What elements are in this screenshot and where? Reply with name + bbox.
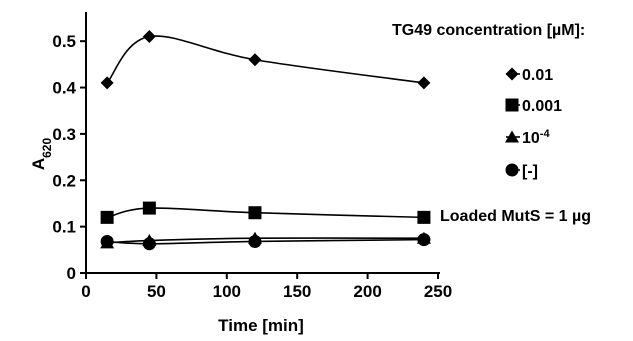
x-tick-label: 150	[283, 282, 311, 301]
y-tick-label: 0.5	[52, 32, 76, 51]
legend-item: [-]	[505, 163, 538, 180]
x-tick-label: 250	[424, 282, 452, 301]
legend-marker-circle	[505, 163, 519, 177]
y-axis-title-subscript: 620	[40, 138, 54, 158]
y-tick-label: 0.3	[52, 125, 76, 144]
legend-marker-diamond	[505, 67, 519, 81]
data-point-circle	[248, 234, 262, 248]
series-line	[107, 237, 424, 244]
series-line	[107, 238, 424, 245]
annotation-loaded-muts: Loaded MutS = 1 µg	[440, 208, 591, 225]
data-point-square	[100, 210, 114, 224]
legend-item: 0.001	[505, 98, 562, 115]
x-tick-label: 100	[213, 282, 241, 301]
legend-title: TG49 concentration [µM]:	[392, 22, 585, 39]
y-tick-label: 0.1	[52, 218, 76, 237]
legend-item: 10-4	[505, 128, 550, 147]
data-point-circle	[142, 237, 156, 251]
data-point-diamond	[100, 76, 114, 90]
x-tick-label: 0	[81, 282, 90, 301]
data-point-square	[142, 201, 156, 215]
legend: 0.01 0.001 10-4 [-]	[505, 67, 562, 180]
data-point-circle	[417, 233, 431, 247]
legend-label: 10-4	[522, 128, 550, 147]
y-tick-label: 0.2	[52, 171, 76, 190]
x-tick-label: 200	[353, 282, 381, 301]
legend-item: 0.01	[505, 67, 553, 84]
data-point-diamond	[417, 76, 431, 90]
legend-marker-triangle	[505, 130, 519, 143]
y-axis-title-main: A	[29, 158, 48, 170]
legend-marker-square	[505, 98, 519, 112]
series-line	[106, 207, 424, 219]
data-point-diamond	[142, 30, 156, 44]
legend-label: [-]	[522, 163, 538, 180]
y-axis-title: A620	[29, 138, 54, 171]
y-tick-label: 0	[67, 264, 76, 283]
x-axis-title: Time [min]	[218, 316, 304, 335]
series-layer	[100, 30, 431, 251]
series-line	[106, 35, 425, 84]
axes: 0 50 100 150 200 250 0 0.1 0.2 0.3 0.4 0.5	[52, 12, 452, 301]
data-point-square	[417, 210, 431, 224]
data-point-diamond	[248, 53, 262, 67]
series-square	[100, 201, 431, 224]
data-point-square	[248, 206, 262, 220]
y-tick-label: 0.4	[52, 79, 76, 98]
data-point-circle	[100, 234, 114, 248]
x-tick-label: 50	[147, 282, 166, 301]
series-circle	[100, 233, 431, 251]
legend-label: 0.01	[522, 67, 553, 84]
series-diamond	[100, 30, 431, 90]
legend-label: 0.001	[522, 98, 562, 115]
